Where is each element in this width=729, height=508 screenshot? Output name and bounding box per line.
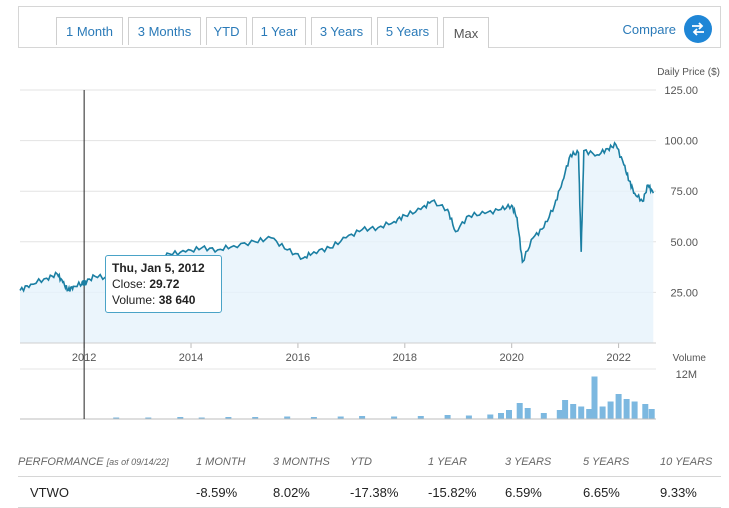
- tab-5-years[interactable]: 5 Years: [377, 17, 438, 45]
- volume-bar: [591, 376, 598, 419]
- volume-bar: [310, 417, 317, 419]
- tooltip-close-value: 29.72: [149, 277, 180, 291]
- header-1-month: 1 MONTH: [196, 456, 246, 468]
- compare-button[interactable]: Compare: [623, 15, 712, 43]
- volume-bar: [578, 406, 585, 419]
- volume-bar: [642, 404, 649, 419]
- performance-title: PERFORMANCE [as of 09/14/22]: [18, 456, 169, 468]
- tooltip-volume-row: Volume: 38 640: [112, 292, 215, 308]
- ticker-cell: VTWO: [30, 485, 69, 500]
- volume-axis-label: Volume: [673, 353, 707, 364]
- tab-ytd[interactable]: YTD: [206, 17, 247, 45]
- volume-bar: [615, 394, 622, 419]
- price-volume-chart[interactable]: Daily Price ($) 25.00 50.00 75.00 100.00 125…: [0, 0, 729, 440]
- volume-bar: [607, 401, 614, 419]
- x-tick-label: 2018: [393, 352, 417, 364]
- tab-max[interactable]: Max: [443, 17, 489, 48]
- volume-bar: [252, 417, 259, 419]
- performance-header-row: PERFORMANCE [as of 09/14/22] 1 MONTH 3 M…: [18, 448, 721, 476]
- header-10-years: 10 YEARS: [660, 456, 713, 468]
- tooltip-date: Thu, Jan 5, 2012: [112, 261, 205, 275]
- volume-bar: [487, 414, 494, 419]
- volume-bar: [465, 415, 472, 419]
- header-1-year: 1 YEAR: [428, 456, 467, 468]
- volume-bar: [586, 409, 593, 419]
- x-tick-label: 2016: [286, 352, 310, 364]
- y-tick-label: 125.00: [664, 85, 698, 97]
- price-tooltip: Thu, Jan 5, 2012 Close: 29.72 Volume: 38…: [105, 255, 222, 313]
- volume-bar: [631, 401, 638, 419]
- value-1-year: -15.82%: [428, 485, 477, 500]
- volume-bar: [177, 417, 184, 419]
- volume-bar: [113, 417, 120, 419]
- tooltip-close-row: Close: 29.72: [112, 276, 215, 292]
- volume-bar: [359, 416, 366, 419]
- x-tick-label: 2014: [179, 352, 203, 364]
- volume-bar: [516, 403, 523, 419]
- volume-bar: [391, 416, 398, 419]
- volume-bar: [417, 416, 424, 419]
- volume-bar: [562, 400, 569, 419]
- performance-row-vtwo: VTWO -8.59% 8.02% -17.38% -15.82% 6.59% …: [18, 476, 721, 508]
- y-tick-label: 50.00: [670, 237, 698, 249]
- header-3-years: 3 YEARS: [505, 456, 552, 468]
- volume-bar: [444, 415, 451, 419]
- y-tick-label: 25.00: [670, 287, 698, 299]
- volume-bar: [145, 417, 152, 419]
- volume-bar: [337, 416, 344, 419]
- volume-bar: [225, 417, 232, 419]
- tooltip-volume-label: Volume:: [112, 293, 156, 307]
- tab-3-years[interactable]: 3 Years: [311, 17, 372, 45]
- tab-3-months[interactable]: 3 Months: [128, 17, 201, 45]
- volume-bar: [648, 409, 655, 419]
- tab-1-year[interactable]: 1 Year: [252, 17, 306, 45]
- compare-label: Compare: [622, 21, 676, 37]
- value-1-month: -8.59%: [196, 485, 238, 500]
- range-toolbar: 1 Month 3 Months YTD 1 Year 3 Years 5 Ye…: [18, 6, 721, 48]
- value-10-years: 9.33%: [660, 485, 697, 500]
- performance-table: PERFORMANCE [as of 09/14/22] 1 MONTH 3 M…: [18, 448, 721, 508]
- header-ytd: YTD: [350, 456, 372, 468]
- header-5-years: 5 YEARS: [583, 456, 630, 468]
- y-tick-label: 75.00: [670, 186, 698, 198]
- volume-bar: [524, 408, 531, 419]
- tooltip-volume-value: 38 640: [158, 293, 196, 307]
- volume-bar: [556, 410, 563, 419]
- volume-bar: [498, 413, 504, 419]
- value-5-years: 6.65%: [583, 485, 620, 500]
- y-tick-label: 100.00: [664, 136, 698, 148]
- value-3-months: 8.02%: [273, 485, 310, 500]
- tab-1-month[interactable]: 1 Month: [56, 17, 123, 45]
- price-axis-label: Daily Price ($): [657, 67, 720, 78]
- volume-bar: [623, 399, 630, 419]
- value-ytd: -17.38%: [350, 485, 399, 500]
- header-3-months: 3 MONTHS: [273, 456, 330, 468]
- swap-arrows-icon: [684, 15, 712, 43]
- tooltip-close-label: Close:: [112, 277, 147, 291]
- volume-bar: [540, 413, 547, 419]
- volume-bar: [284, 416, 291, 419]
- volume-bar: [570, 404, 577, 419]
- volume-bar: [599, 406, 606, 419]
- value-3-years: 6.59%: [505, 485, 542, 500]
- hover-point: [81, 279, 88, 286]
- volume-bar: [506, 410, 512, 419]
- volume-bar: [198, 417, 205, 419]
- x-tick-label: 2022: [606, 352, 630, 364]
- volume-max-label: 12M: [676, 369, 697, 381]
- x-tick-label: 2020: [499, 352, 523, 364]
